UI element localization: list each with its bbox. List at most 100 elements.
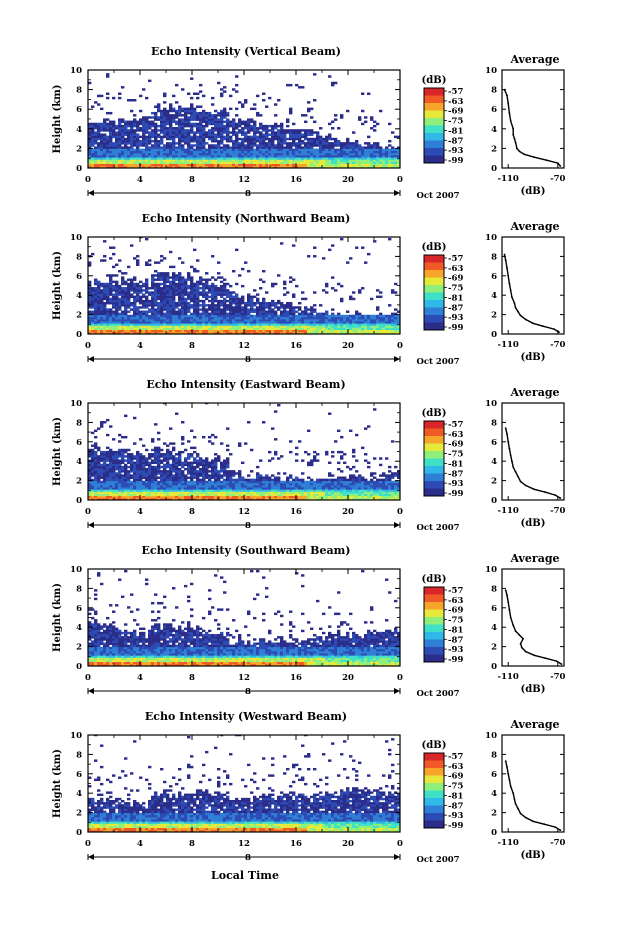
colorbar-segment [424,255,444,263]
heatmap-cell [94,497,98,500]
heatmap-cell [328,146,332,149]
heatmap-cell [109,467,113,471]
heatmap-cell [124,470,128,473]
heatmap-cell [259,122,263,126]
heatmap-cell [91,444,95,447]
heatmap-cell [133,159,137,162]
heatmap-cell [94,329,98,333]
heatmap-cell [169,103,173,106]
heatmap-cell [292,321,296,324]
heatmap-cell [202,287,206,290]
heatmap-cell [106,465,110,469]
heatmap-cell [268,316,272,320]
heatmap-cell [259,301,263,305]
heatmap-cell [148,461,152,465]
heatmap-cell [151,161,155,164]
heatmap-cell [202,319,206,322]
heatmap-cell [97,94,101,98]
heatmap-cell [313,319,317,322]
heatmap-cell [121,276,125,279]
heatmap-cell [106,489,110,492]
heatmap-cell [163,457,167,460]
heatmap-cell [304,161,308,164]
heatmap-cell [226,157,230,160]
heatmap-cell [148,478,152,482]
heatmap-cell [160,259,164,262]
heatmap-cell [130,278,134,281]
heatmap-cell [298,301,302,305]
heatmap-cell [97,159,101,162]
heatmap-cell [259,139,263,143]
heatmap-cell [154,261,158,264]
heatmap-cell [106,472,110,475]
heatmap-cell [343,157,347,160]
heatmap-cell [139,470,143,473]
heatmap-cell [136,472,140,475]
profile-point [512,127,515,130]
heatmap-cell [340,157,344,160]
heatmap-cell [202,116,206,119]
heatmap-cell [184,150,188,154]
heatmap-cell [157,129,161,132]
heatmap-cell [208,135,212,139]
heatmap-cell [349,314,353,318]
heatmap-cell [181,280,185,284]
heatmap-cell [88,485,92,488]
heatmap-cell [205,308,209,311]
heatmap-cell [220,124,224,128]
heatmap-cell [127,310,131,313]
heatmap-cell [112,131,116,134]
heatmap-cell [157,431,161,435]
heatmap-cell [103,284,107,288]
heatmap-cell [286,152,290,156]
heatmap-cell [148,310,152,313]
heatmap-cell [319,321,323,324]
heatmap-cell [379,329,383,333]
heatmap-cell [241,299,245,303]
heatmap-cell [127,327,131,331]
heatmap-cell [250,297,254,301]
heatmap-cell [205,118,209,121]
heatmap-cell [337,163,341,167]
heatmap-cell [310,146,314,149]
heatmap-cell [217,272,221,275]
heatmap-cell [271,133,275,136]
heatmap-cell [280,129,284,132]
heatmap-cell [325,150,329,154]
heatmap-cell [220,142,224,145]
heatmap-cell [388,321,392,324]
heatmap-cell [130,459,134,462]
heatmap-cell [109,450,113,454]
heatmap-cell [103,316,107,320]
heatmap-cell [220,129,224,132]
heatmap-cell [97,304,101,307]
heatmap-cell [214,165,218,168]
heatmap-cell [160,306,164,309]
heatmap-cell [253,139,257,143]
profile-point [508,282,511,285]
heatmap-cell [136,319,140,322]
heatmap-cell [166,118,170,121]
heatmap-cell [391,148,395,152]
heatmap-cell [193,131,197,134]
heatmap-cell [253,103,257,106]
heatmap-cell [202,284,206,288]
heatmap-cell [163,135,167,139]
heatmap-cell [172,470,176,473]
heatmap-cell [316,314,320,318]
heatmap-cell [151,485,155,488]
heatmap-cell [265,152,269,156]
heatmap-cell [193,116,197,119]
heatmap-cell [166,137,170,141]
heatmap-cell [166,472,170,475]
x-tick-label: 4 [137,175,143,185]
heatmap-cell [232,312,236,316]
heatmap-cell [121,287,125,290]
heatmap-cell [289,310,293,313]
heatmap-cell [97,467,101,471]
heatmap-cell [133,118,137,121]
heatmap-cell [184,142,188,145]
heatmap-cell [94,480,98,484]
heatmap-cell [136,450,140,454]
